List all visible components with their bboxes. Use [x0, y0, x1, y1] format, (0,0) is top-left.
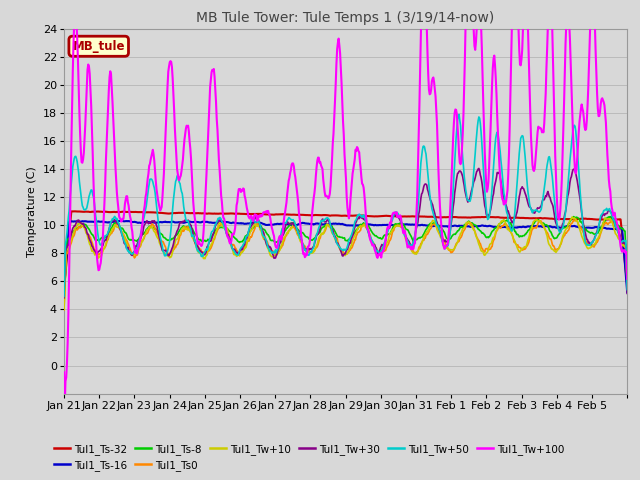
Y-axis label: Temperature (C): Temperature (C)	[28, 166, 37, 257]
Text: MB_tule: MB_tule	[72, 40, 125, 53]
Title: MB Tule Tower: Tule Temps 1 (3/19/14-now): MB Tule Tower: Tule Temps 1 (3/19/14-now…	[196, 11, 495, 25]
Legend: Tul1_Ts-32, Tul1_Ts-16, Tul1_Ts-8, Tul1_Ts0, Tul1_Tw+10, Tul1_Tw+30, Tul1_Tw+50,: Tul1_Ts-32, Tul1_Ts-16, Tul1_Ts-8, Tul1_…	[50, 439, 568, 475]
